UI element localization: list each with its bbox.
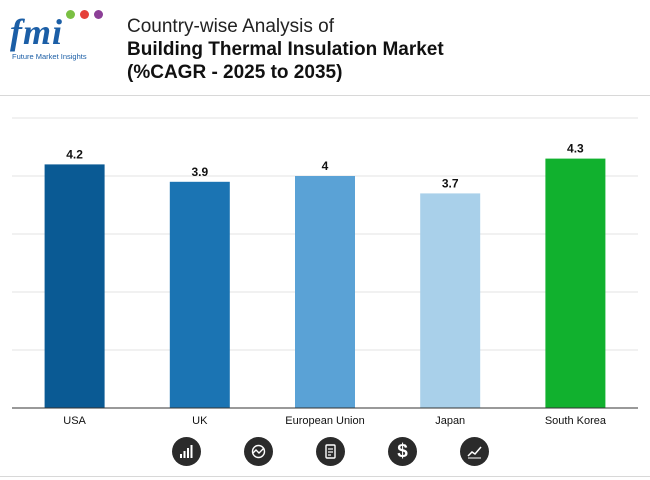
- header: fmi Future Market Insights Country-wise …: [0, 0, 650, 96]
- footer-divider: [0, 476, 650, 477]
- x-tick-label: Japan: [435, 415, 465, 427]
- logo-dot-red: [80, 10, 89, 19]
- bar-european-union: [295, 176, 355, 408]
- logo-dot-green: [66, 10, 75, 19]
- x-tick-label: UK: [192, 415, 208, 427]
- logo-dot-purple: [94, 10, 103, 19]
- bar-south-korea: [545, 158, 606, 408]
- report-document-icon[interactable]: [316, 437, 345, 466]
- bar-chart: 4.2 USA 3.9 UK 4 European Union 3.7 Japan 4.3 Sou…: [12, 117, 638, 427]
- bar-growth-icon[interactable]: [172, 437, 201, 466]
- x-tick-label: South Korea: [545, 415, 607, 427]
- header-divider: [0, 95, 650, 96]
- line-trend-icon[interactable]: [460, 437, 489, 466]
- x-tick-label: USA: [63, 415, 86, 427]
- bar-usa: [44, 164, 105, 408]
- logo-subtitle: Future Market Insights: [12, 52, 87, 61]
- analysis-chart-glyph: [251, 444, 266, 459]
- data-label: 4: [322, 159, 329, 173]
- x-tick-label: European Union: [285, 415, 365, 427]
- analysis-chart-icon[interactable]: [244, 437, 273, 466]
- dollar-glyph: $: [397, 441, 408, 462]
- bar-japan: [420, 193, 481, 408]
- data-label: 4.2: [66, 147, 83, 161]
- dollar-icon[interactable]: $: [388, 437, 417, 466]
- title-line-3: (%CAGR - 2025 to 2035): [127, 62, 343, 83]
- data-label: 4.3: [567, 142, 584, 156]
- chart-title: Country-wise Analysis of Building Therma…: [127, 15, 567, 84]
- fmi-logo[interactable]: fmi Future Market Insights: [10, 10, 118, 64]
- bar-uk: [169, 181, 230, 408]
- title-line-1: Country-wise Analysis of: [127, 16, 334, 37]
- data-label: 3.9: [191, 165, 208, 179]
- logo-wordmark: fmi: [10, 12, 63, 52]
- report-document-glyph: [325, 444, 336, 459]
- bar-growth-glyph: [180, 445, 193, 458]
- data-label: 3.7: [442, 176, 459, 190]
- line-trend-glyph: [467, 446, 482, 459]
- title-line-2: Building Thermal Insulation Market: [127, 39, 444, 60]
